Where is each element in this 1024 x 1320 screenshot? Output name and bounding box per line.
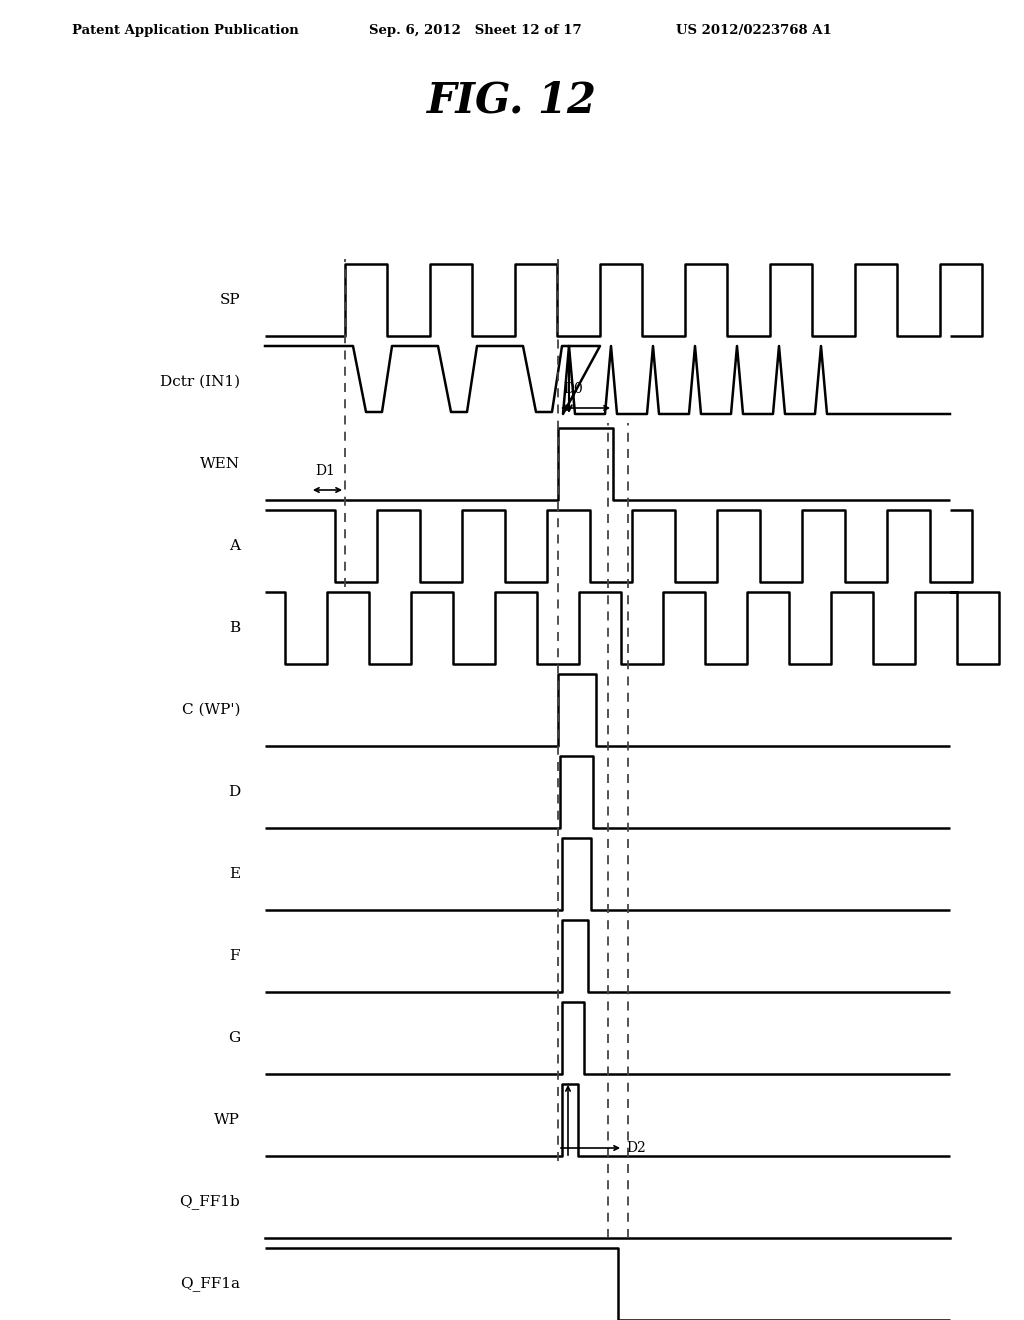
Text: Q_FF1b: Q_FF1b (179, 1195, 240, 1209)
Text: Q_FF1a: Q_FF1a (180, 1276, 240, 1291)
Text: A: A (229, 539, 240, 553)
Text: SP: SP (219, 293, 240, 308)
Text: F: F (229, 949, 240, 964)
Text: C (WP'): C (WP') (181, 704, 240, 717)
Text: D2: D2 (626, 1140, 646, 1155)
Text: E: E (229, 867, 240, 880)
Text: FIG. 12: FIG. 12 (427, 79, 597, 121)
Text: B: B (229, 620, 240, 635)
Text: D0: D0 (563, 381, 583, 396)
Text: D: D (227, 785, 240, 799)
Text: Patent Application Publication: Patent Application Publication (72, 24, 298, 37)
Text: Sep. 6, 2012   Sheet 12 of 17: Sep. 6, 2012 Sheet 12 of 17 (369, 24, 582, 37)
Text: Dctr (IN1): Dctr (IN1) (160, 375, 240, 389)
Text: D1: D1 (315, 465, 335, 478)
Text: WP: WP (214, 1113, 240, 1127)
Text: G: G (227, 1031, 240, 1045)
Text: WEN: WEN (200, 457, 240, 471)
Text: US 2012/0223768 A1: US 2012/0223768 A1 (676, 24, 831, 37)
